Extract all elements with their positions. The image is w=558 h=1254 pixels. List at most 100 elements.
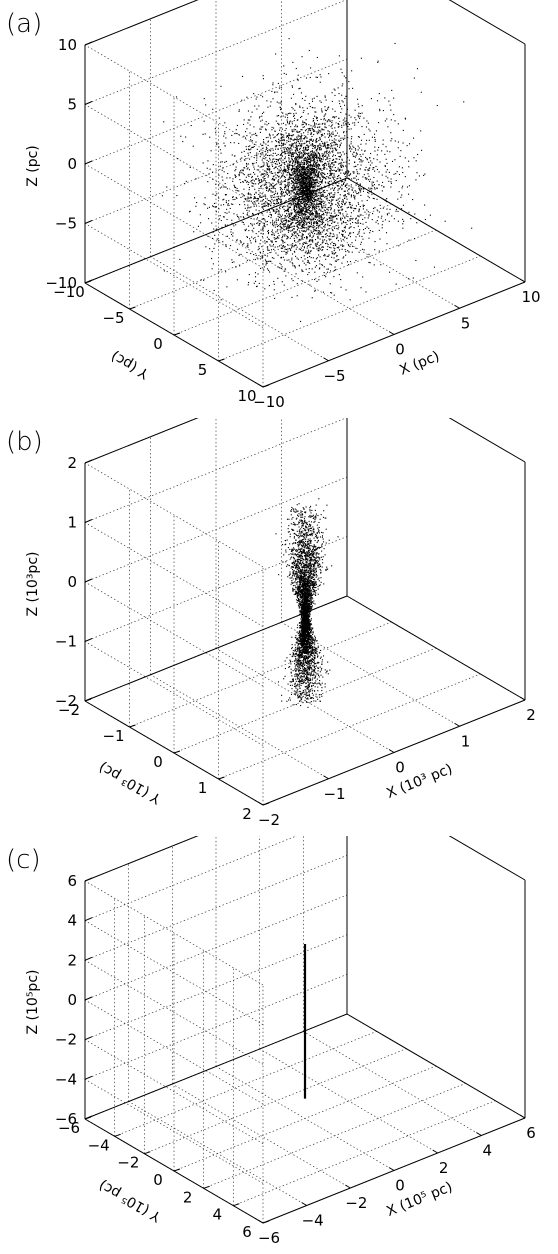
data-point [288, 178, 290, 180]
data-point [226, 218, 228, 221]
data-point [293, 195, 295, 197]
data-point [317, 227, 320, 229]
data-point [314, 191, 316, 193]
data-point [329, 152, 331, 154]
data-point [300, 172, 302, 174]
data-point [237, 215, 239, 218]
data-point [334, 186, 336, 189]
data-point [349, 226, 351, 229]
data-point [327, 246, 329, 248]
data-point [312, 187, 314, 189]
data-point [277, 228, 279, 231]
data-point [313, 119, 315, 121]
data-point [264, 175, 266, 177]
data-point [308, 228, 310, 230]
data-point [302, 171, 304, 174]
data-point [270, 137, 272, 139]
data-point [226, 212, 228, 214]
data-point [252, 185, 254, 187]
data-point [286, 224, 289, 226]
data-point [287, 166, 289, 168]
data-point [311, 164, 313, 166]
data-point [260, 200, 262, 202]
data-point [285, 275, 287, 277]
data-point [307, 199, 309, 201]
data-point [308, 190, 310, 192]
data-point [286, 188, 288, 190]
data-point [251, 182, 253, 184]
data-point [273, 283, 275, 285]
data-point [324, 173, 326, 176]
data-point [285, 128, 287, 130]
z-tick [84, 101, 93, 105]
data-point [313, 175, 315, 177]
data-point [311, 150, 313, 152]
data-point [327, 209, 329, 211]
data-point [369, 178, 371, 180]
data-point [306, 173, 308, 175]
data-point [299, 214, 301, 216]
data-point [243, 188, 245, 190]
data-point [349, 218, 351, 220]
data-point [334, 244, 336, 247]
data-point [324, 206, 326, 209]
data-point [252, 179, 254, 181]
data-point [280, 226, 282, 228]
data-point [332, 217, 334, 219]
data-point [359, 153, 361, 156]
data-point [288, 181, 290, 183]
data-point [260, 120, 262, 122]
data-point [301, 197, 303, 199]
data-point [286, 244, 289, 246]
data-point [326, 156, 328, 158]
data-point [311, 239, 313, 241]
data-point [245, 228, 247, 230]
data-point [314, 206, 316, 208]
data-point [300, 160, 302, 162]
data-point [277, 148, 279, 150]
data-point [324, 239, 326, 241]
data-point [325, 113, 327, 115]
data-point [207, 160, 209, 162]
data-point [278, 195, 280, 197]
data-point [236, 197, 238, 200]
data-point [265, 157, 267, 159]
data-point [368, 227, 370, 229]
data-point [343, 229, 345, 231]
data-point [285, 170, 287, 172]
data-point [282, 169, 285, 171]
data-point [305, 157, 307, 160]
data-point [275, 158, 277, 160]
data-point [308, 203, 310, 205]
data-point [402, 218, 404, 220]
data-point [329, 214, 331, 217]
data-point [302, 249, 305, 251]
data-point [343, 245, 345, 247]
data-point [300, 235, 302, 237]
data-point [310, 213, 313, 215]
data-point [232, 163, 234, 165]
data-point [264, 170, 266, 172]
data-point [353, 146, 355, 149]
data-point [265, 154, 267, 156]
data-point [341, 262, 343, 264]
data-point [313, 154, 316, 156]
data-point [222, 199, 224, 201]
data-point [312, 163, 315, 165]
data-point [320, 172, 322, 174]
data-point [364, 227, 366, 230]
data-point [279, 224, 281, 226]
data-point [302, 219, 304, 221]
data-point [257, 273, 259, 275]
data-point [374, 140, 376, 142]
x-tick [388, 331, 395, 335]
data-point [311, 171, 313, 173]
data-point [269, 154, 271, 157]
data-point [292, 219, 294, 221]
data-point [288, 122, 291, 124]
data-point [286, 226, 288, 228]
data-point [341, 233, 343, 235]
data-point [308, 181, 310, 183]
data-point [309, 174, 311, 176]
